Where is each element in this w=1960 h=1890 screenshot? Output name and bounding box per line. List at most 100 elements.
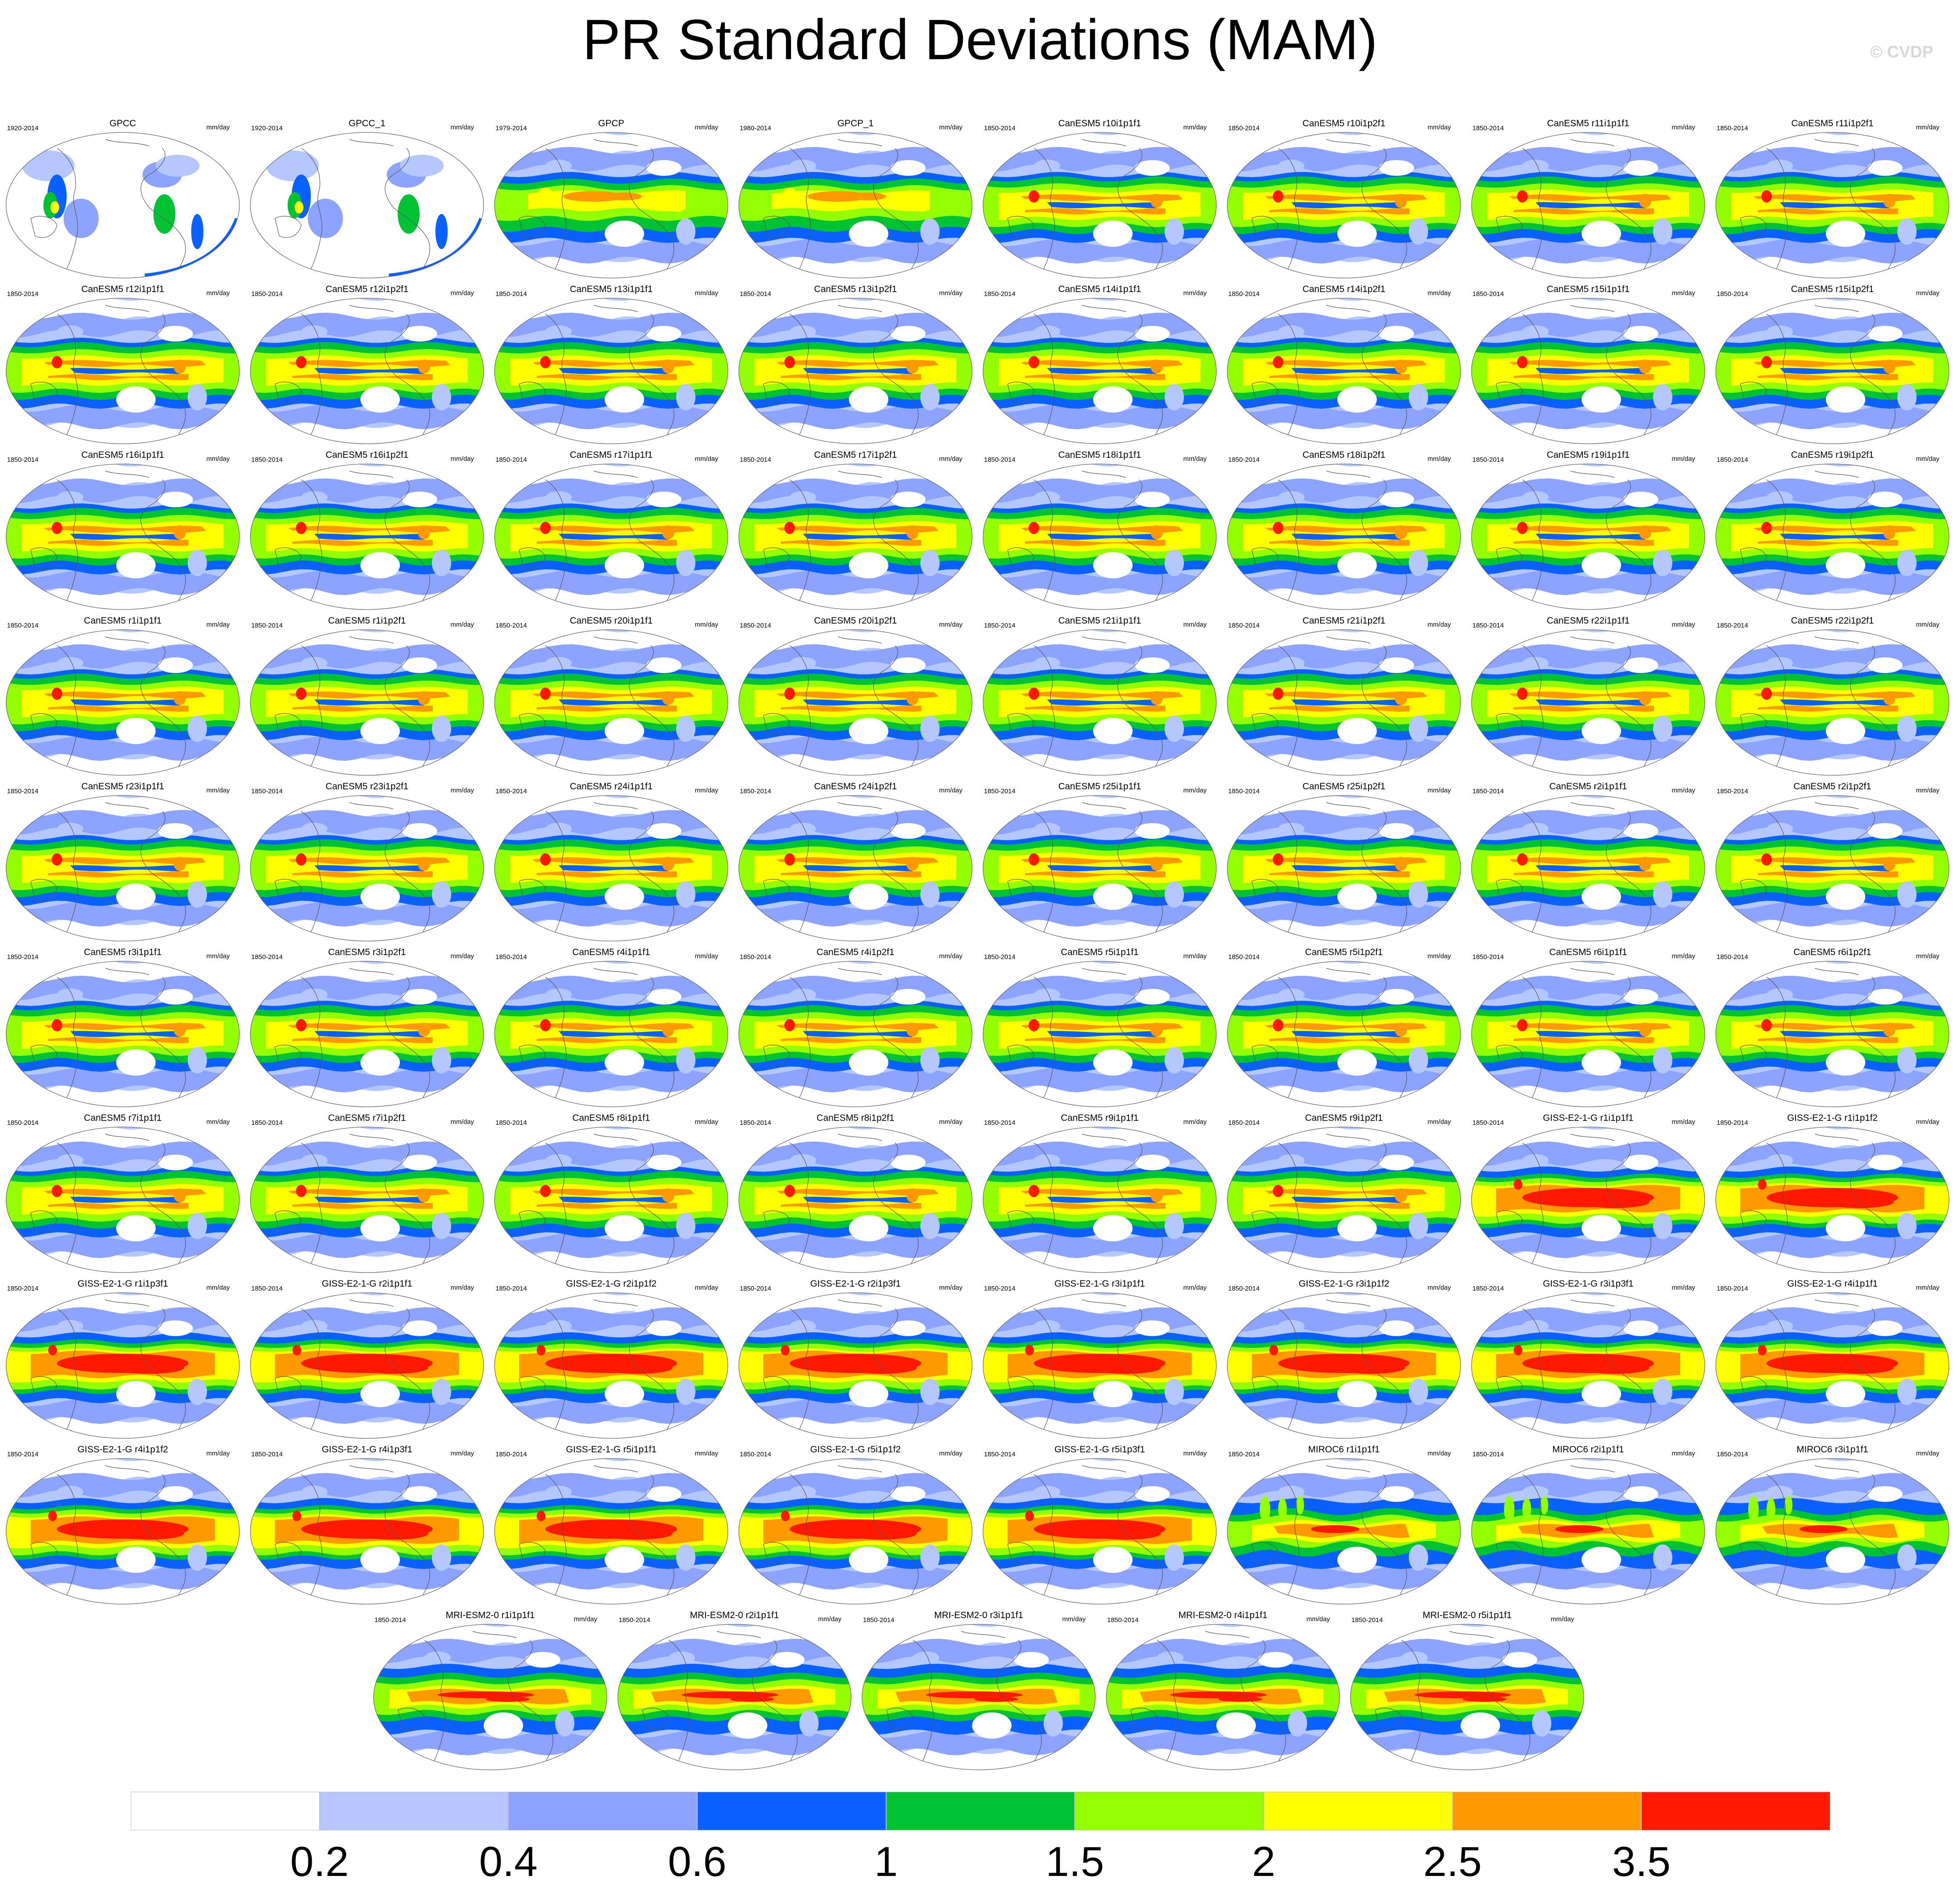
map-panel: CanESM5 r15i1p1f1 1850-2014 mm/day [1470, 284, 1707, 446]
panel-years: 1850-2014 [740, 953, 771, 961]
map-panel: CanESM5 r13i1p2f1 1850-2014 mm/day [737, 284, 974, 446]
panel-title: MRI-ESM2-0 r4i1p1f1 [1178, 1610, 1268, 1620]
panel-title: CanESM5 r5i1p2f1 [1305, 947, 1383, 957]
precip-std-map [1227, 132, 1461, 278]
precip-std-map [6, 1127, 240, 1273]
panel-units: mm/day [1427, 621, 1451, 628]
map-panel: CanESM5 r11i1p2f1 1850-2014 mm/day [1714, 118, 1951, 280]
precip-std-map [738, 1458, 973, 1605]
precip-std-map [1715, 1292, 1949, 1439]
precip-std-map [738, 1127, 973, 1273]
map-panel: CanESM5 r14i1p1f1 1850-2014 mm/day [981, 284, 1218, 446]
panel-years: 1850-2014 [251, 1285, 283, 1292]
panel-units: mm/day [818, 1615, 841, 1623]
panel-units: mm/day [1916, 289, 1939, 297]
colorbar-label: 2 [1252, 1838, 1276, 1885]
panel-years: 1850-2014 [7, 788, 39, 795]
panel-title: CanESM5 r6i1p1f1 [1549, 947, 1627, 957]
panel-title: MRI-ESM2-0 r5i1p1f1 [1422, 1610, 1512, 1620]
panel-units: mm/day [1550, 1615, 1574, 1623]
panel-title: CanESM5 r8i1p1f1 [572, 1113, 650, 1123]
colorbar-box [1641, 1792, 1830, 1830]
map-panel: CanESM5 r7i1p2f1 1850-2014 mm/day [249, 1113, 485, 1274]
panel-title: CanESM5 r9i1p1f1 [1061, 1113, 1139, 1123]
panel-title: CanESM5 r3i1p2f1 [328, 947, 406, 957]
map-panel: GISS-E2-1-G r4i1p3f1 1850-2014 mm/day [249, 1444, 485, 1606]
precip-std-map [738, 132, 973, 278]
panel-years: 1850-2014 [7, 290, 39, 298]
precip-std-map [494, 1458, 728, 1605]
panel-title: CanESM5 r11i1p2f1 [1791, 118, 1874, 128]
precip-std-map [983, 795, 1217, 941]
panel-years: 1920-2014 [7, 125, 39, 132]
panel-units: mm/day [450, 124, 474, 131]
precip-std-map [983, 464, 1217, 610]
panel-years: 1850-2014 [495, 953, 527, 961]
colorbar-box [1075, 1792, 1264, 1830]
panel-title: CanESM5 r6i1p2f1 [1793, 947, 1871, 957]
panel-years: 1850-2014 [1472, 290, 1504, 298]
panel-title: GISS-E2-1-G r4i1p1f2 [77, 1444, 168, 1455]
map-panel: CanESM5 r3i1p1f1 1850-2014 mm/day [4, 947, 241, 1109]
panel-years: 1850-2014 [495, 1285, 527, 1292]
panel-years: 1850-2014 [984, 290, 1016, 298]
panel-units: mm/day [1427, 952, 1451, 960]
precip-std-map [1227, 961, 1461, 1107]
precip-std-map [6, 629, 240, 776]
panel-years: 1850-2014 [1107, 1616, 1139, 1624]
colorbar-label: 0.6 [668, 1838, 727, 1885]
panel-units: mm/day [450, 1284, 474, 1291]
panel-years: 1850-2014 [495, 290, 527, 298]
precip-std-map [617, 1624, 852, 1770]
precip-std-map [983, 961, 1217, 1107]
precip-std-map [983, 1292, 1217, 1439]
panel-units: mm/day [939, 1284, 962, 1291]
panel-units: mm/day [1183, 1450, 1207, 1457]
precip-std-map [738, 1292, 973, 1439]
map-panel: GPCC_1 1920-2014 mm/day [249, 118, 485, 280]
precip-std-map [6, 795, 240, 941]
map-panel: CanESM5 r18i1p2f1 1850-2014 mm/day [1226, 450, 1462, 611]
map-panel: CanESM5 r5i1p2f1 1850-2014 mm/day [1226, 947, 1462, 1109]
panel-years: 1850-2014 [1717, 622, 1748, 629]
colorbar-box [131, 1792, 320, 1830]
panel-title: CanESM5 r7i1p1f1 [84, 1113, 162, 1123]
map-panel: GISS-E2-1-G r1i1p1f2 1850-2014 mm/day [1714, 1113, 1951, 1274]
panel-title: MIROC6 r3i1p1f1 [1796, 1444, 1868, 1455]
panel-title: CanESM5 r18i1p1f1 [1058, 450, 1141, 460]
panel-units: mm/day [1671, 1450, 1695, 1457]
map-panel: CanESM5 r6i1p2f1 1850-2014 mm/day [1714, 947, 1951, 1109]
panel-years: 1850-2014 [1228, 1285, 1260, 1292]
panel-years: 1850-2014 [984, 456, 1016, 464]
panel-years: 1850-2014 [984, 1119, 1016, 1127]
panel-title: GISS-E2-1-G r2i1p3f1 [810, 1279, 901, 1289]
map-panel: CanESM5 r14i1p2f1 1850-2014 mm/day [1226, 284, 1462, 446]
panel-title: CanESM5 r25i1p1f1 [1058, 781, 1141, 792]
colorbar-box [508, 1792, 697, 1830]
panel-years: 1850-2014 [495, 1451, 527, 1458]
precip-std-map [983, 132, 1217, 278]
panel-title: CanESM5 r16i1p2f1 [325, 450, 409, 460]
panel-units: mm/day [1306, 1615, 1330, 1623]
panel-title: CanESM5 r2i1p2f1 [1793, 781, 1871, 792]
panel-title: CanESM5 r15i1p2f1 [1791, 284, 1874, 294]
map-panel: CanESM5 r5i1p1f1 1850-2014 mm/day [981, 947, 1218, 1109]
panel-years: 1850-2014 [1472, 622, 1504, 629]
map-panel: CanESM5 r10i1p2f1 1850-2014 mm/day [1226, 118, 1462, 280]
panel-title: CanESM5 r11i1p1f1 [1547, 118, 1629, 128]
panel-years: 1850-2014 [495, 788, 527, 795]
map-panel: GISS-E2-1-G r5i1p1f1 1850-2014 mm/day [493, 1444, 730, 1606]
precip-std-map [862, 1624, 1096, 1770]
panel-years: 1850-2014 [374, 1616, 406, 1624]
panel-years: 1850-2014 [1472, 1119, 1504, 1127]
panel-title: GISS-E2-1-G r2i1p1f2 [566, 1279, 657, 1289]
precip-std-map [1227, 795, 1461, 941]
panel-units: mm/day [1916, 787, 1939, 794]
panel-units: mm/day [1183, 1284, 1207, 1291]
map-panel: CanESM5 r22i1p1f1 1850-2014 mm/day [1470, 616, 1707, 777]
map-panel: CanESM5 r23i1p1f1 1850-2014 mm/day [4, 781, 241, 943]
panel-units: mm/day [206, 289, 230, 297]
map-panel: MRI-ESM2-0 r2i1p1f1 1850-2014 mm/day [616, 1610, 853, 1772]
panel-years: 1850-2014 [251, 290, 283, 298]
panel-units: mm/day [450, 1118, 474, 1126]
